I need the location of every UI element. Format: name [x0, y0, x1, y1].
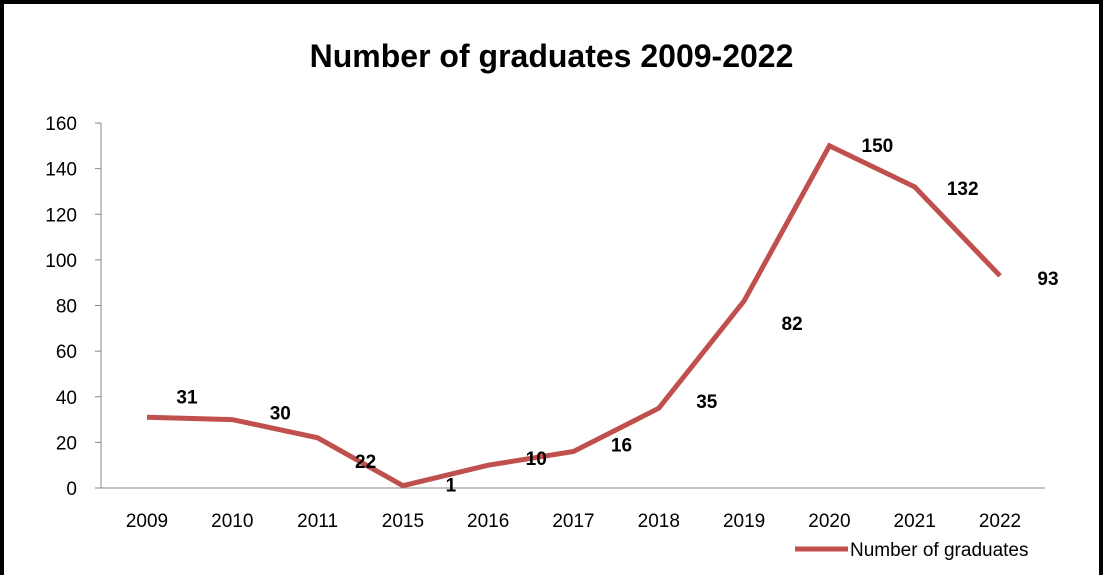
- series-line: [146, 142, 1002, 489]
- x-tick-label: 2017: [552, 511, 594, 532]
- data-label: 22: [355, 452, 376, 473]
- x-tick-label: 2016: [467, 511, 509, 532]
- data-label: 30: [270, 404, 291, 425]
- y-tick-label: 40: [56, 388, 77, 409]
- x-tick-label: 2010: [211, 511, 253, 532]
- x-tick-label: 2021: [894, 511, 936, 532]
- legend: Number of graduates: [795, 540, 1029, 561]
- series-number-of-graduates: [146, 142, 1002, 489]
- y-tick-label: 0: [66, 479, 77, 500]
- y-tick-label: 120: [45, 205, 77, 226]
- y-tick-label: 160: [45, 114, 77, 135]
- x-tick-label: 2022: [979, 511, 1021, 532]
- x-axis: 2009 2010 2011 2015 2016 2017 2018 2019 2020 2021…: [101, 487, 1045, 532]
- chart-title: Number of graduates 2009-2022: [309, 38, 794, 74]
- data-label: 1: [446, 476, 457, 497]
- x-tick-label: 2015: [382, 511, 424, 532]
- data-label: 132: [947, 179, 979, 200]
- data-label: 93: [1037, 269, 1058, 290]
- data-label: 31: [176, 387, 198, 408]
- data-label: 35: [696, 392, 718, 413]
- y-tick-label: 80: [56, 297, 77, 318]
- y-tick-label: 140: [45, 160, 77, 181]
- y-axis: 0 20 40 60 80 100 120 140 160: [45, 114, 102, 500]
- legend-label: Number of graduates: [850, 540, 1029, 561]
- x-tick-label: 2018: [638, 511, 680, 532]
- y-tick-label: 20: [56, 433, 77, 454]
- data-label: 150: [862, 136, 894, 157]
- x-tick-label: 2009: [126, 511, 168, 532]
- data-labels: 31 30 22 1 10 16 35 82 150 132 93: [176, 136, 1058, 497]
- y-tick-label: 60: [56, 342, 77, 363]
- x-tick-label: 2011: [297, 511, 338, 532]
- y-tick-label: 100: [45, 251, 77, 272]
- data-label: 82: [782, 314, 803, 335]
- x-tick-label: 2019: [723, 511, 765, 532]
- data-label: 16: [611, 436, 632, 457]
- data-label: 10: [526, 449, 547, 470]
- x-tick-label: 2020: [808, 511, 850, 532]
